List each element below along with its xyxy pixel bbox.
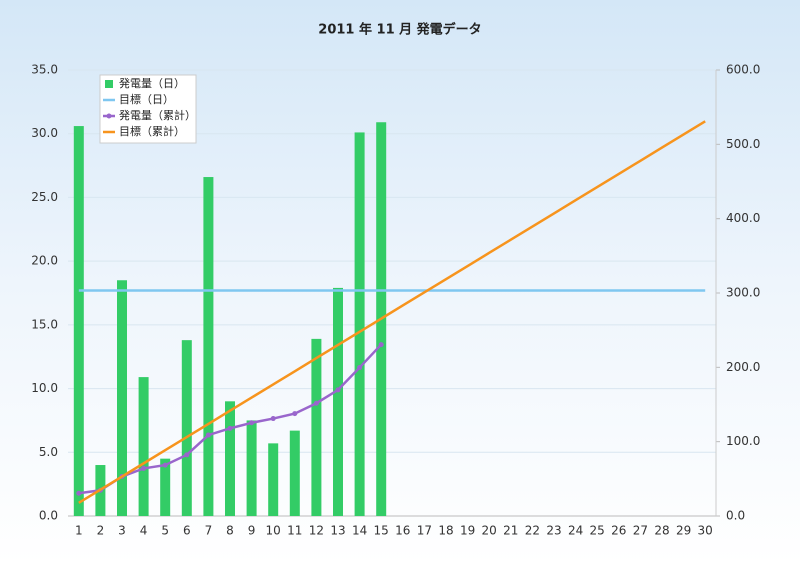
legend-label: 目標（日） xyxy=(119,92,174,106)
x-tick-label: 19 xyxy=(460,524,475,538)
bar xyxy=(333,287,343,516)
legend-label: 目標（累計） xyxy=(119,124,185,138)
line-marker xyxy=(227,425,233,431)
line-marker xyxy=(162,462,168,468)
y-tick-label: 35.0 xyxy=(31,63,58,77)
bar xyxy=(73,126,84,516)
x-tick-label: 3 xyxy=(118,524,126,538)
x-tick-label: 7 xyxy=(205,524,213,538)
y-tick-label: 30.0 xyxy=(31,126,58,140)
bar xyxy=(160,458,171,516)
x-tick-label: 16 xyxy=(395,524,410,538)
legend-box xyxy=(99,74,197,144)
x-tick-label: 20 xyxy=(482,524,497,538)
line-marker xyxy=(141,465,147,471)
bar xyxy=(268,443,279,516)
x-tick-label: 18 xyxy=(438,524,453,538)
line-marker xyxy=(76,490,82,496)
x-tick-label: 14 xyxy=(352,524,367,538)
x-tick-label: 24 xyxy=(568,524,583,538)
y2-tick-label: 300.0 xyxy=(726,286,760,300)
line-marker xyxy=(313,400,319,406)
line-marker xyxy=(378,342,384,348)
x-tick-label: 10 xyxy=(266,524,281,538)
x-tick-label: 9 xyxy=(248,524,256,538)
x-tick-label: 12 xyxy=(309,524,324,538)
bar xyxy=(203,177,214,517)
chart-title: 2011 年 11 月 発電データ xyxy=(318,22,481,38)
line-marker xyxy=(270,416,276,422)
x-tick-label: 26 xyxy=(611,524,626,538)
legend-swatch xyxy=(105,80,113,88)
x-tick-label: 22 xyxy=(525,524,540,538)
x-tick-label: 2 xyxy=(97,524,105,538)
line-marker xyxy=(249,420,255,426)
x-tick-label: 30 xyxy=(698,524,713,538)
y-tick-label: 10.0 xyxy=(31,381,58,395)
bar xyxy=(246,420,257,516)
x-tick-label: 4 xyxy=(140,524,148,538)
x-tick-label: 11 xyxy=(287,524,302,538)
x-tick-label: 15 xyxy=(374,524,389,538)
bar xyxy=(138,377,149,516)
line-marker xyxy=(357,365,363,371)
bar xyxy=(225,401,235,516)
x-tick-label: 8 xyxy=(226,524,234,538)
bar xyxy=(311,338,322,516)
legend-marker xyxy=(106,113,112,119)
bar xyxy=(354,132,365,516)
x-tick-label: 27 xyxy=(633,524,648,538)
x-tick-label: 29 xyxy=(676,524,691,538)
line xyxy=(78,120,706,504)
x-tick-label: 28 xyxy=(654,524,669,538)
y-tick-label: 15.0 xyxy=(31,317,58,331)
x-tick-label: 5 xyxy=(161,524,169,538)
x-tick-label: 25 xyxy=(590,524,605,538)
x-tick-label: 21 xyxy=(503,524,518,538)
legend-label: 発電量（累計） xyxy=(119,108,196,122)
y2-tick-label: 200.0 xyxy=(726,360,760,374)
line-marker xyxy=(205,432,211,438)
x-tick-label: 6 xyxy=(183,524,191,538)
y-tick-label: 0.0 xyxy=(39,509,58,523)
bar xyxy=(117,280,127,516)
x-tick-label: 13 xyxy=(330,524,345,538)
y2-tick-label: 100.0 xyxy=(726,434,760,448)
y2-tick-label: 600.0 xyxy=(726,63,760,77)
x-tick-label: 1 xyxy=(75,524,83,538)
y2-tick-label: 400.0 xyxy=(726,211,760,225)
bar xyxy=(181,340,192,516)
line-marker xyxy=(292,411,298,417)
x-tick-label: 17 xyxy=(417,524,432,538)
y2-tick-label: 500.0 xyxy=(726,137,760,151)
line-marker xyxy=(335,387,341,393)
y-tick-label: 20.0 xyxy=(31,254,58,268)
x-tick-label: 23 xyxy=(546,524,561,538)
line-marker xyxy=(184,452,190,458)
legend-label: 発電量（日） xyxy=(119,76,185,90)
bar xyxy=(289,430,300,516)
y2-tick-label: 0.0 xyxy=(726,509,745,523)
y-tick-label: 5.0 xyxy=(39,445,58,459)
y-tick-label: 25.0 xyxy=(31,190,58,204)
